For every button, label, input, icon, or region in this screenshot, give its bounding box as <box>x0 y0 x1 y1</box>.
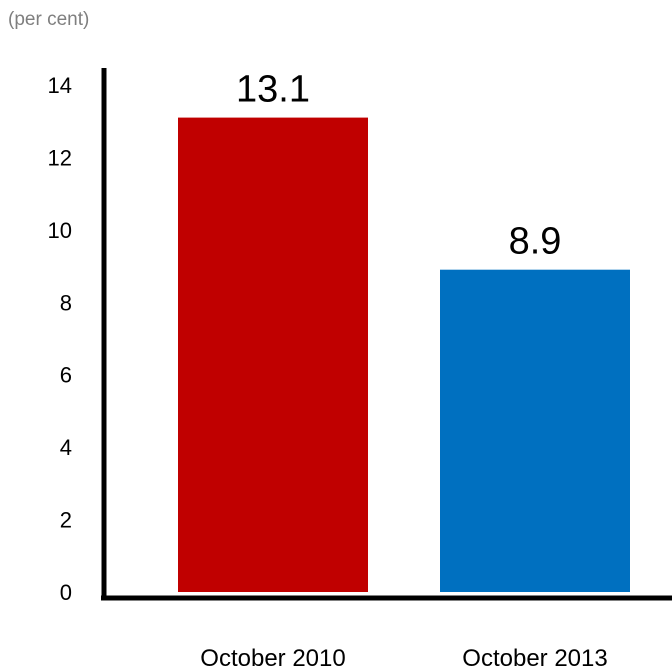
y-tick-label: 14 <box>48 73 72 98</box>
bar-2 <box>440 269 630 592</box>
bar-1 <box>178 117 368 592</box>
y-tick-label: 8 <box>60 290 72 315</box>
data-label-2: 8.9 <box>509 221 562 263</box>
data-labels: 13.1 8.9 <box>236 69 561 263</box>
y-axis-ticks: 0 2 4 6 8 10 12 14 <box>48 73 72 605</box>
bars <box>178 117 630 592</box>
y-tick-label: 12 <box>48 145 72 170</box>
y-tick-label: 10 <box>48 218 72 243</box>
unit-label: (per cent) <box>8 9 89 30</box>
x-axis-labels: October 2010 October 2013 <box>200 645 607 670</box>
x-category-label: October 2013 <box>462 645 607 670</box>
y-tick-label: 0 <box>60 580 72 605</box>
y-tick-label: 6 <box>60 363 72 388</box>
data-label-1: 13.1 <box>236 69 310 111</box>
x-category-label: October 2010 <box>200 645 345 670</box>
y-tick-label: 2 <box>60 508 72 533</box>
y-tick-label: 4 <box>60 435 72 460</box>
